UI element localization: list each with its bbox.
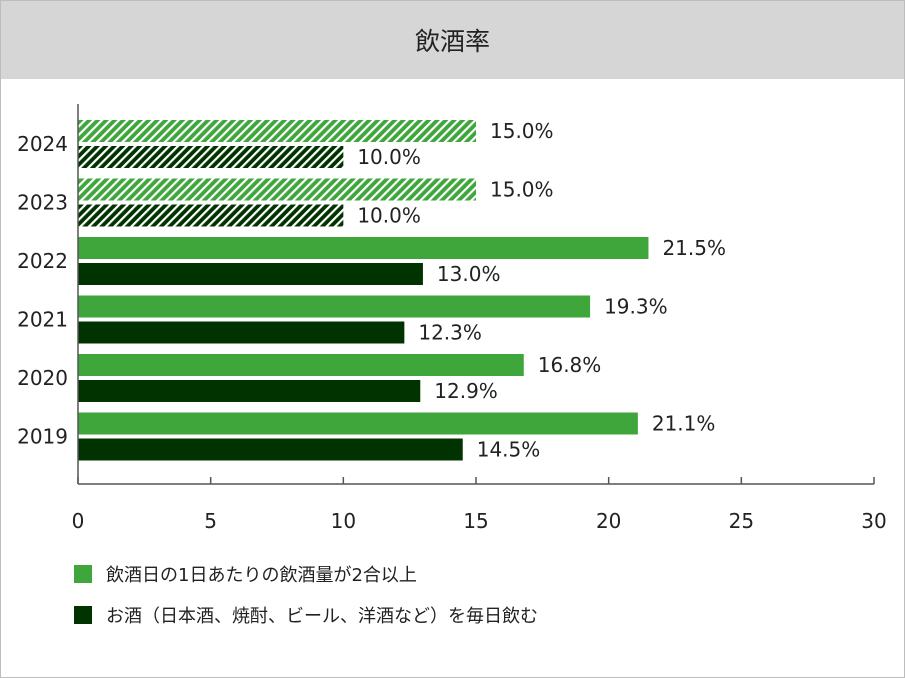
bar-2019-series-2 bbox=[78, 438, 463, 461]
data-label-2024-series-2: 10.0% bbox=[357, 145, 421, 169]
bar-2021-series-1 bbox=[78, 295, 591, 318]
category-label-2021: 2021 bbox=[17, 308, 68, 332]
x-tick-label-10: 10 bbox=[331, 509, 356, 533]
bar-2021-series-2 bbox=[78, 321, 405, 344]
category-label-2023: 2023 bbox=[17, 191, 68, 215]
data-label-2019-series-1: 21.1% bbox=[652, 412, 716, 436]
legend-label-series-2: お酒（日本酒、焼酎、ビール、洋酒など）を毎日飲む bbox=[106, 606, 538, 627]
category-label-2020: 2020 bbox=[17, 366, 68, 390]
bar-2023-series-2 bbox=[78, 204, 344, 227]
x-tick-label-0: 0 bbox=[72, 509, 85, 533]
chart-header: 飲酒率 bbox=[1, 1, 904, 79]
data-label-2024-series-1: 15.0% bbox=[490, 119, 554, 143]
bar-2024-series-1 bbox=[78, 120, 476, 142]
legend-swatch-series-1 bbox=[74, 565, 92, 583]
category-label-2019: 2019 bbox=[17, 425, 68, 449]
bar-2022-series-2 bbox=[78, 263, 423, 285]
bars-group: 15.0% 10.0% 15.0% 10.0% 21.5% 13.0% 19.3% 12.3%… bbox=[78, 119, 726, 462]
axes-group: 2024 2023 2022 2021 2020 2019 0 5 10 15 20 25 30 bbox=[17, 104, 887, 533]
bar-2019-series-1 bbox=[78, 412, 638, 435]
data-label-2023-series-2: 10.0% bbox=[357, 204, 421, 228]
data-label-2021-series-1: 19.3% bbox=[604, 295, 668, 319]
data-label-2021-series-2: 12.3% bbox=[418, 321, 482, 345]
x-tick-label-20: 20 bbox=[596, 509, 621, 533]
data-label-2019-series-2: 14.5% bbox=[477, 438, 541, 462]
legend: 飲酒日の1日あたりの飲酒量が2合以上お酒（日本酒、焼酎、ビール、洋酒など）を毎日… bbox=[74, 565, 538, 627]
data-label-2023-series-1: 15.0% bbox=[490, 178, 554, 202]
bar-2020-series-1 bbox=[78, 354, 524, 376]
data-label-2020-series-1: 16.8% bbox=[538, 353, 602, 377]
x-tick-label-30: 30 bbox=[861, 509, 886, 533]
data-label-2020-series-2: 12.9% bbox=[434, 379, 498, 403]
x-tick-label-5: 5 bbox=[204, 509, 217, 533]
bar-2022-series-1 bbox=[78, 237, 649, 259]
bar-2023-series-1 bbox=[78, 178, 476, 201]
legend-swatch-series-2 bbox=[74, 606, 92, 624]
category-label-2022: 2022 bbox=[17, 249, 68, 273]
legend-label-series-1: 飲酒日の1日あたりの飲酒量が2合以上 bbox=[106, 565, 417, 586]
bar-2020-series-2 bbox=[78, 380, 421, 402]
category-label-2024: 2024 bbox=[17, 132, 68, 156]
x-tick-label-25: 25 bbox=[729, 509, 754, 533]
data-label-2022-series-1: 21.5% bbox=[662, 236, 726, 260]
bar-2024-series-2 bbox=[78, 146, 344, 168]
x-tick-label-15: 15 bbox=[463, 509, 488, 533]
chart-title: 飲酒率 bbox=[414, 27, 490, 56]
data-label-2022-series-2: 13.0% bbox=[437, 262, 501, 286]
